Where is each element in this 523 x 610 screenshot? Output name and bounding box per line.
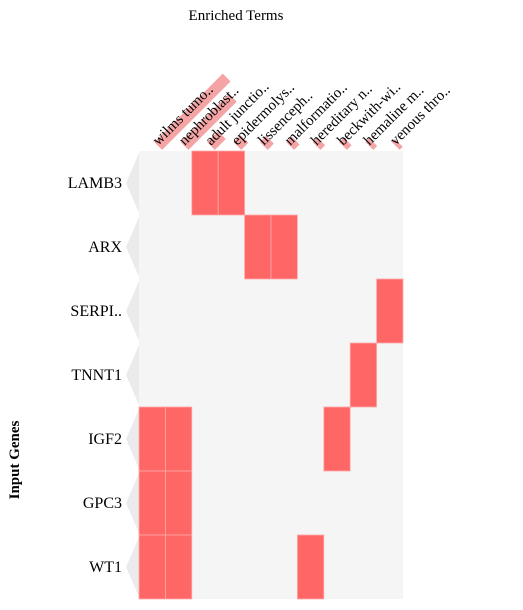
heatmap-cell bbox=[349, 342, 378, 408]
gene-bars bbox=[126, 153, 139, 597]
term-bar bbox=[154, 73, 231, 150]
heatmap-cell bbox=[164, 406, 193, 472]
heatmap-cell bbox=[323, 406, 351, 472]
term-bar bbox=[180, 93, 237, 150]
gene-label: SERPI.. bbox=[70, 303, 122, 320]
term-bar bbox=[207, 131, 226, 150]
heatmap-cell bbox=[138, 406, 166, 472]
term-bars bbox=[154, 73, 403, 150]
chart-title: Enriched Terms bbox=[189, 8, 284, 24]
heatmap-cell bbox=[244, 214, 272, 280]
gene-label: ARX bbox=[88, 239, 122, 256]
heatmap-cell bbox=[376, 278, 404, 344]
heatmap-cell bbox=[138, 470, 166, 536]
term-bar bbox=[233, 135, 249, 150]
y-axis-label: Input Genes bbox=[7, 420, 23, 499]
gene-bar bbox=[126, 409, 139, 469]
term-bar bbox=[312, 137, 326, 150]
heatmap-cell bbox=[138, 534, 166, 600]
term-bar bbox=[365, 138, 378, 150]
heatmap-cell bbox=[191, 150, 219, 216]
gene-label: WT1 bbox=[89, 559, 122, 576]
gene-label: GPC3 bbox=[83, 495, 122, 512]
gene-bar bbox=[126, 281, 139, 341]
heatmap-cell bbox=[270, 214, 298, 280]
gene-bar bbox=[126, 153, 139, 213]
gene-label: TNNT1 bbox=[71, 367, 122, 384]
term-labels: wilms tumo..nephroblast..adult junctio..… bbox=[150, 79, 454, 149]
heatmap-cell bbox=[217, 150, 245, 216]
heatmap-cell bbox=[296, 534, 325, 600]
gene-bar bbox=[126, 473, 139, 533]
term-bar bbox=[391, 138, 403, 150]
gene-bar bbox=[126, 217, 139, 277]
heatmap-cell bbox=[164, 470, 193, 536]
gene-label: LAMB3 bbox=[68, 175, 122, 192]
heatmap-cells bbox=[138, 150, 404, 600]
term-bar bbox=[339, 137, 352, 150]
heatmap-cell bbox=[164, 534, 193, 600]
term-bar bbox=[286, 136, 300, 150]
gene-labels: LAMB3 ARX SERPI.. TNNT1 IGF2 GPC3 WT1 bbox=[68, 175, 123, 576]
gene-label: IGF2 bbox=[88, 431, 122, 448]
term-bar bbox=[259, 135, 274, 150]
gene-bar bbox=[126, 537, 139, 597]
gene-bar bbox=[126, 345, 139, 405]
